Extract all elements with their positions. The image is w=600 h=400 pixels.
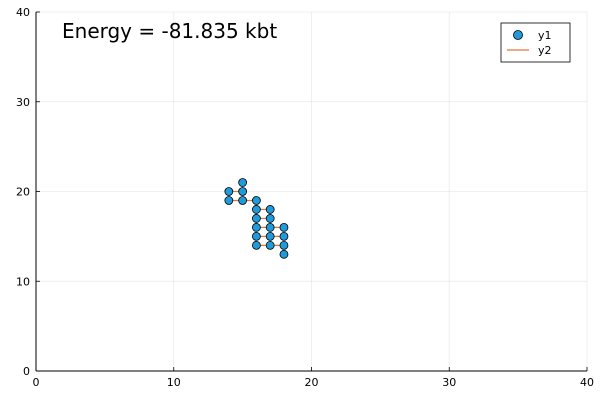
- y1-point-0: [224, 187, 234, 196]
- y1-point-14: [265, 231, 275, 241]
- y1-point-1: [224, 196, 234, 205]
- y1-point-7: [251, 214, 261, 223]
- y1-point-17: [279, 231, 289, 241]
- x-tick-label-4: 40: [580, 376, 594, 389]
- y-tick-label-3: 30: [16, 96, 30, 109]
- y-tick-label-0: 0: [23, 365, 30, 378]
- x-tick-label-2: 20: [305, 376, 319, 389]
- y1-point-8: [251, 222, 261, 232]
- tick-labels: 0 10 20 30 40 0 10 20 30 40: [16, 6, 594, 389]
- x-tick-label-0: 0: [33, 376, 40, 389]
- y1-point-18: [279, 240, 289, 250]
- axes: [35, 11, 588, 372]
- y1-point-2: [238, 178, 248, 187]
- legend-label-y2: y2: [538, 44, 552, 57]
- y1-point-16: [279, 222, 289, 232]
- y1-point-5: [251, 196, 261, 205]
- series-y1-points: [224, 178, 289, 259]
- y1-point-12: [265, 214, 275, 223]
- y1-point-3: [238, 187, 248, 196]
- legend-box: [500, 22, 571, 63]
- grid-lines: [35, 11, 588, 372]
- y-tick-label-2: 20: [16, 186, 30, 199]
- y1-point-19: [279, 249, 289, 259]
- x-tick-label-1: 10: [167, 376, 181, 389]
- y1-point-4: [238, 196, 248, 205]
- legend-label-y1: y1: [538, 29, 552, 42]
- y1-point-9: [251, 231, 261, 241]
- y1-point-15: [265, 240, 275, 250]
- y1-point-10: [251, 240, 261, 250]
- legend-marker-y1: [513, 30, 523, 40]
- energy-annotation: Energy = -81.835 kbt: [62, 19, 277, 43]
- y1-point-6: [251, 205, 261, 214]
- legend: y1 y2: [500, 22, 571, 63]
- y-tick-label-1: 10: [16, 275, 30, 288]
- x-tick-label-3: 30: [442, 376, 456, 389]
- y1-point-11: [265, 205, 275, 214]
- y-tick-label-4: 40: [16, 6, 30, 19]
- y1-point-13: [265, 222, 275, 232]
